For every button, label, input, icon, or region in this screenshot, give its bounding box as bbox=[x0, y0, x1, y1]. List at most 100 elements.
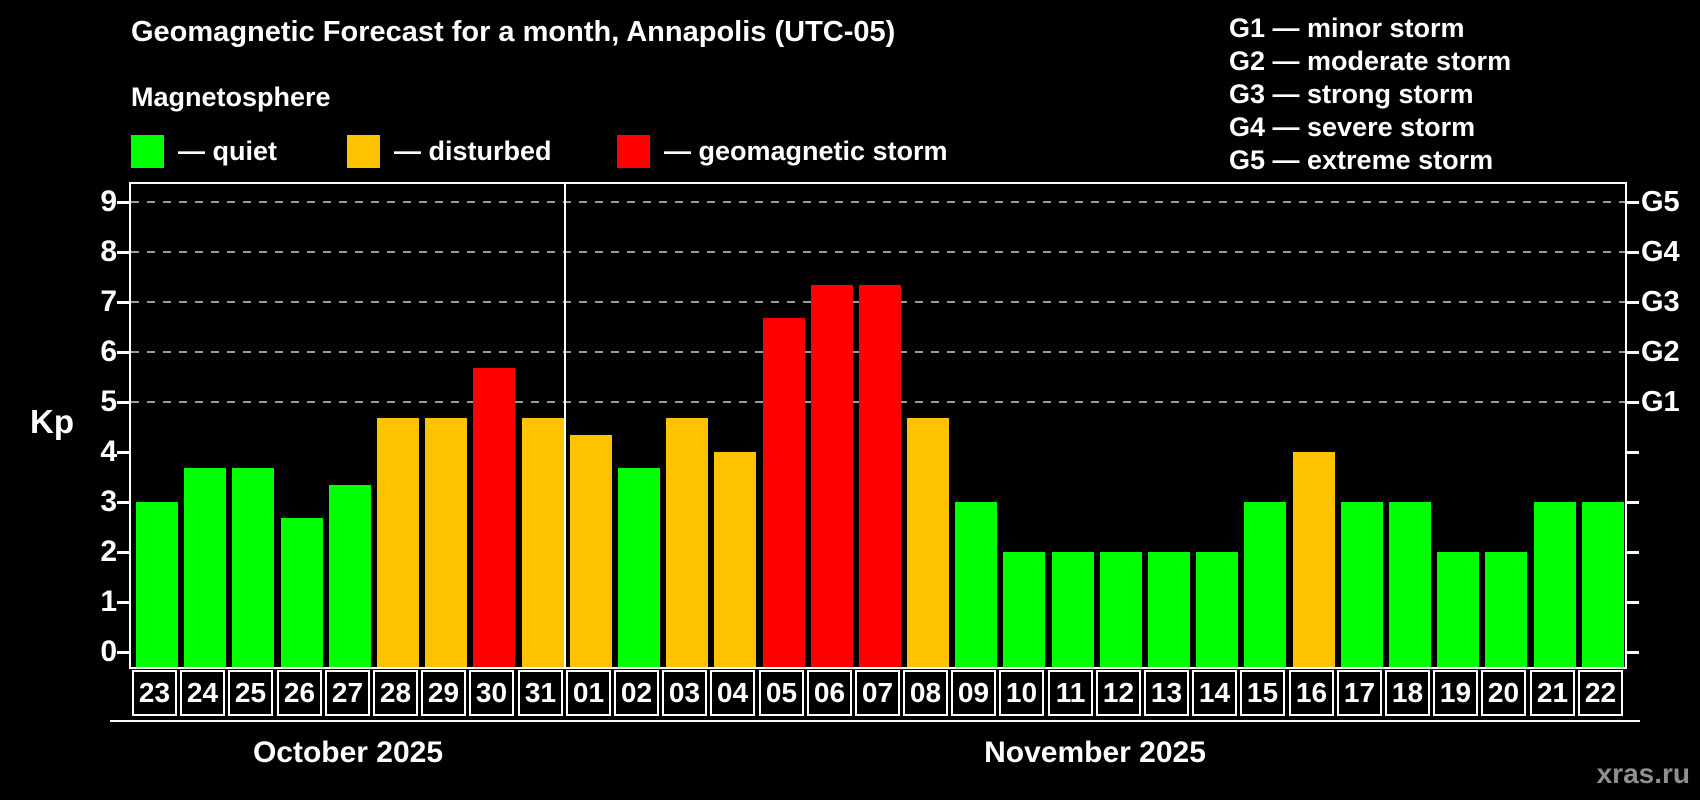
day-label-19: 19 bbox=[1433, 670, 1478, 716]
day-label-01: 01 bbox=[566, 670, 611, 716]
day-label-23: 23 bbox=[132, 670, 177, 716]
left-tick-kp0 bbox=[117, 651, 129, 654]
day-label-20: 20 bbox=[1481, 670, 1526, 716]
kp-bar-15 bbox=[1244, 502, 1286, 667]
legend-label-quiet: — quiet bbox=[178, 135, 277, 166]
y-axis-label-3: 3 bbox=[100, 485, 117, 518]
right-axis-label-g1: G1 bbox=[1641, 386, 1680, 418]
kp-bar-25 bbox=[232, 468, 274, 667]
kp-bar-14 bbox=[1196, 552, 1238, 667]
day-label-17: 17 bbox=[1337, 670, 1382, 716]
legend-item-quiet: — quiet bbox=[131, 134, 277, 168]
left-tick-kp6 bbox=[117, 351, 129, 354]
kp-bar-29 bbox=[425, 418, 467, 667]
y-axis-label-0: 0 bbox=[100, 635, 117, 668]
kp-bar-08 bbox=[907, 418, 949, 667]
day-label-18: 18 bbox=[1385, 670, 1430, 716]
kp-bar-19 bbox=[1437, 552, 1479, 667]
y-axis-title-kp: Kp bbox=[30, 403, 74, 440]
day-label-10: 10 bbox=[999, 670, 1044, 716]
day-label-16: 16 bbox=[1289, 670, 1334, 716]
right-tick-kp8 bbox=[1627, 251, 1639, 254]
right-tick-kp3 bbox=[1627, 501, 1639, 504]
kp-bar-chart-plot-area bbox=[117, 182, 1639, 669]
kp-bar-13 bbox=[1148, 552, 1190, 667]
left-tick-kp1 bbox=[117, 601, 129, 604]
day-label-28: 28 bbox=[373, 670, 418, 716]
y-axis-label-7: 7 bbox=[100, 285, 117, 318]
kp-bar-16 bbox=[1293, 452, 1335, 667]
kp-bar-22 bbox=[1582, 502, 1624, 667]
month-separator bbox=[564, 184, 566, 667]
day-label-12: 12 bbox=[1096, 670, 1141, 716]
day-axis-row: 23 24 25 26 27 28 29 30 31 01 02 03 04 05 06 07 08 09 10 11… bbox=[131, 670, 1625, 716]
kp-bar-30 bbox=[473, 368, 515, 667]
right-tick-kp4 bbox=[1627, 451, 1639, 454]
month-label-november: November 2025 bbox=[984, 736, 1206, 769]
magnetosphere-subtitle: Magnetosphere bbox=[131, 82, 331, 112]
bottom-rule-line bbox=[110, 720, 1640, 722]
y-axis-label-9: 9 bbox=[100, 185, 117, 218]
y-axis-label-8: 8 bbox=[100, 235, 117, 268]
legend-label-disturbed: — disturbed bbox=[394, 135, 552, 166]
right-tick-kp9 bbox=[1627, 201, 1639, 204]
day-label-26: 26 bbox=[277, 670, 322, 716]
gridline-kp8 bbox=[131, 251, 1625, 253]
kp-bar-20 bbox=[1485, 552, 1527, 667]
day-label-27: 27 bbox=[325, 670, 370, 716]
kp-bar-17 bbox=[1341, 502, 1383, 667]
kp-bar-11 bbox=[1052, 552, 1094, 667]
day-label-06: 06 bbox=[807, 670, 852, 716]
day-label-02: 02 bbox=[614, 670, 659, 716]
day-label-05: 05 bbox=[759, 670, 804, 716]
page-title: Geomagnetic Forecast for a month, Annapo… bbox=[131, 16, 896, 48]
right-tick-kp1 bbox=[1627, 601, 1639, 604]
quiet-color-swatch bbox=[131, 134, 164, 168]
kp-bar-02 bbox=[618, 468, 660, 667]
kp-bar-18 bbox=[1389, 502, 1431, 667]
right-axis-label-g3: G3 bbox=[1641, 286, 1680, 318]
gridline-kp9 bbox=[131, 201, 1625, 203]
kp-bar-23 bbox=[136, 502, 178, 667]
legend-label-storm: — geomagnetic storm bbox=[664, 135, 948, 166]
y-axis-label-6: 6 bbox=[100, 335, 117, 368]
left-tick-kp2 bbox=[117, 551, 129, 554]
y-axis-label-5: 5 bbox=[100, 385, 117, 418]
left-tick-kp3 bbox=[117, 501, 129, 504]
day-label-09: 09 bbox=[951, 670, 996, 716]
y-axis-label-1: 1 bbox=[100, 585, 117, 618]
storm-scale-g1: G1 — minor storm bbox=[1229, 13, 1465, 43]
left-tick-kp7 bbox=[117, 301, 129, 304]
right-axis-label-g2: G2 bbox=[1641, 336, 1680, 368]
day-label-24: 24 bbox=[180, 670, 225, 716]
day-label-25: 25 bbox=[228, 670, 273, 716]
right-tick-kp7 bbox=[1627, 301, 1639, 304]
kp-bar-24 bbox=[184, 468, 226, 667]
kp-bar-28 bbox=[377, 418, 419, 667]
day-label-22: 22 bbox=[1578, 670, 1623, 716]
left-tick-kp4 bbox=[117, 451, 129, 454]
storm-scale-g3: G3 — strong storm bbox=[1229, 79, 1474, 109]
right-tick-kp5 bbox=[1627, 401, 1639, 404]
kp-bar-09 bbox=[955, 502, 997, 667]
storm-scale-g5: G5 — extreme storm bbox=[1229, 145, 1494, 175]
left-tick-kp8 bbox=[117, 251, 129, 254]
xras-watermark: xras.ru bbox=[1596, 758, 1690, 789]
y-axis-label-2: 2 bbox=[100, 535, 117, 568]
right-axis-label-g5: G5 bbox=[1641, 186, 1680, 218]
right-tick-kp2 bbox=[1627, 551, 1639, 554]
y-axis-label-4: 4 bbox=[100, 435, 117, 468]
kp-bar-03 bbox=[666, 418, 708, 667]
left-tick-kp5 bbox=[117, 401, 129, 404]
right-tick-kp0 bbox=[1627, 651, 1639, 654]
month-label-october: October 2025 bbox=[252, 736, 444, 769]
disturbed-color-swatch bbox=[347, 134, 380, 168]
storm-scale-g4: G4 — severe storm bbox=[1229, 112, 1476, 142]
day-label-13: 13 bbox=[1144, 670, 1189, 716]
day-label-29: 29 bbox=[421, 670, 466, 716]
kp-bar-01 bbox=[570, 435, 612, 667]
legend-item-disturbed: — disturbed bbox=[347, 134, 552, 168]
kp-bar-07 bbox=[859, 285, 901, 667]
right-tick-kp6 bbox=[1627, 351, 1639, 354]
